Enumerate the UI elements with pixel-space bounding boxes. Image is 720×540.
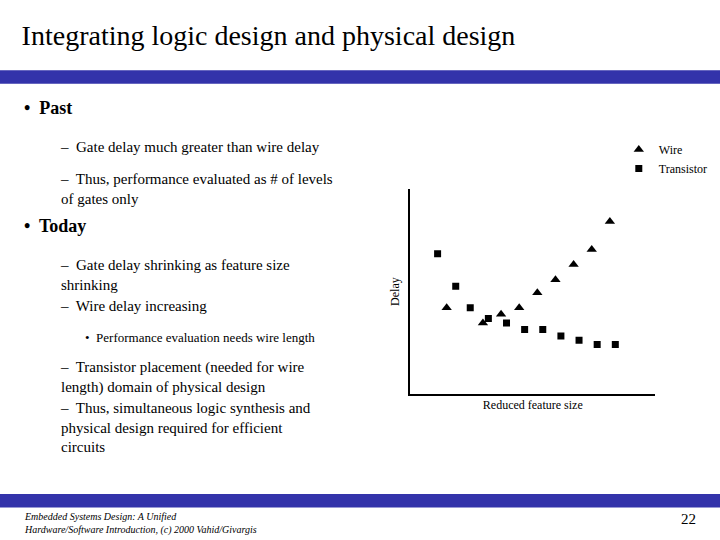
svg-text:– Transistor placement (neede: – Transistor placement (needed for wirel… — [60, 359, 305, 396]
svg-text:– Gate delay much greater tha: – Gate delay much greater than wire dela… — [60, 139, 320, 155]
svg-text:– Thus, simultaneous logic sy: – Thus, simultaneous logic synthesis and… — [60, 400, 311, 455]
svg-text:22: 22 — [681, 511, 696, 527]
svg-text:– Thus, performance evaluated: – Thus, performance evaluated as # of le… — [60, 171, 333, 207]
svg-text:• Performance evaluation need: • Performance evaluation needs wire leng… — [85, 330, 315, 345]
svg-text:Transistor: Transistor — [659, 162, 707, 176]
svg-text:• Past: • Past — [24, 98, 72, 118]
svg-text:– Gate delay shrinking as fea: – Gate delay shrinking as feature sizesh… — [60, 257, 290, 293]
svg-text:– Wire delay increasing: – Wire delay increasing — [60, 298, 207, 314]
svg-text:• Today: • Today — [24, 216, 86, 236]
svg-text:Integrating logic design and p: Integrating logic design and physical de… — [22, 20, 516, 51]
svg-text:Wire: Wire — [659, 143, 683, 157]
svg-text:Reduced feature size: Reduced feature size — [483, 398, 583, 412]
svg-text:Delay: Delay — [388, 277, 402, 306]
svg-text:Embedded Systems Design: A Uni: Embedded Systems Design: A UnifiedHardwa… — [24, 511, 257, 536]
